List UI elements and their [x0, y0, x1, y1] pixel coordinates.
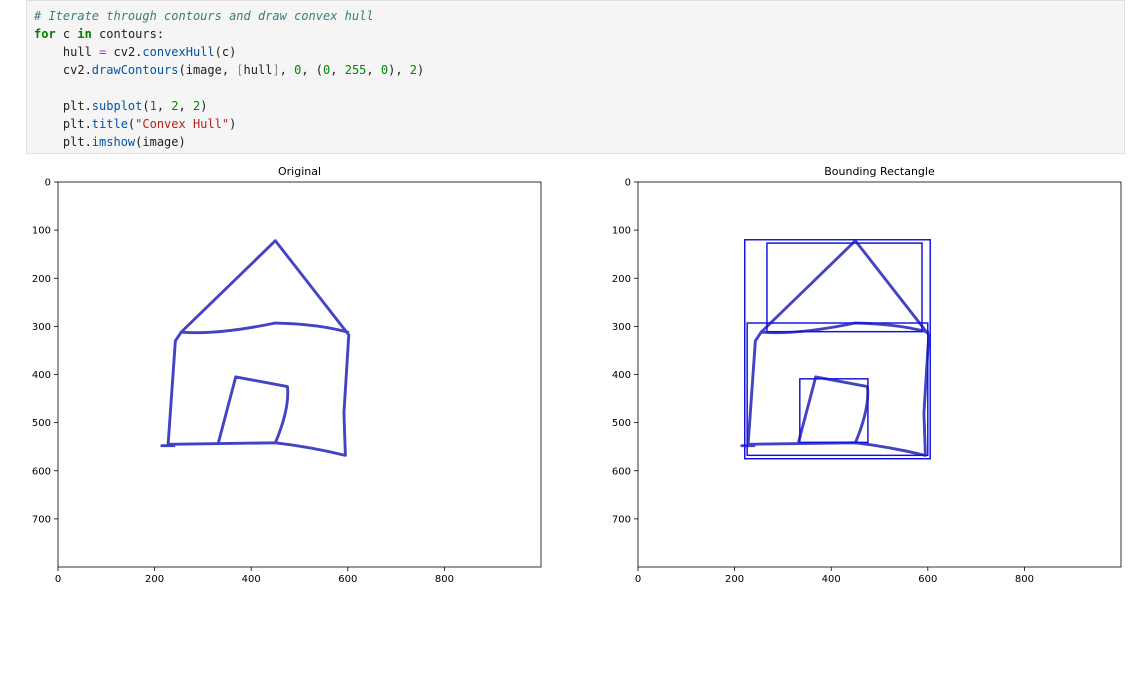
code-token: 255 — [344, 63, 367, 77]
y-tick-label: 100 — [612, 226, 631, 237]
code-token: ] — [272, 63, 280, 77]
y-tick-label: 400 — [32, 370, 51, 381]
y-tick-label: 500 — [612, 418, 631, 429]
code-token: , — [330, 63, 345, 77]
code-token: , ( — [301, 63, 324, 77]
code-token: plt. — [34, 117, 92, 131]
y-tick-label: 100 — [32, 226, 51, 237]
code-line: for c in contours: — [34, 25, 1124, 43]
code-line: plt.title("Convex Hull") — [34, 115, 1124, 133]
code-token: plt. — [34, 99, 92, 113]
code-token: 0 — [294, 63, 302, 77]
code-token: [ — [236, 63, 244, 77]
x-tick-label: 200 — [145, 574, 164, 585]
axes-frame — [57, 181, 542, 568]
code-token: title — [91, 117, 128, 131]
code-cell[interactable]: # Iterate through contours and draw conv… — [26, 0, 1125, 154]
code-token: ) — [229, 117, 237, 131]
code-token: (image, — [178, 63, 237, 77]
code-token: 0 — [380, 63, 389, 77]
code-token: ) — [200, 99, 208, 113]
code-token: c — [55, 27, 78, 41]
code-token: , — [156, 99, 172, 113]
y-tick-label: 300 — [32, 322, 51, 333]
code-token: ) — [417, 63, 425, 77]
y-tick-label: 200 — [612, 274, 631, 285]
code-token: convexHull — [142, 45, 215, 59]
code-token: cv2. — [106, 45, 143, 59]
y-tick-label: 400 — [612, 370, 631, 381]
x-tick-label: 400 — [242, 574, 261, 585]
subplot-title: Bounding Rectangle — [824, 165, 935, 178]
code-token: in — [77, 27, 92, 41]
y-tick-label: 200 — [32, 274, 51, 285]
code-line: cv2.drawContours(image, [hull], 0, (0, 2… — [34, 61, 1124, 79]
x-tick-label: 600 — [338, 574, 357, 585]
code-token: subplot — [91, 99, 143, 113]
x-tick-label: 0 — [55, 574, 61, 585]
code-token: hull — [34, 45, 100, 59]
code-line: # Iterate through contours and draw conv… — [34, 7, 1124, 25]
y-tick-label: 700 — [32, 514, 51, 525]
code-token: "Convex Hull" — [135, 117, 230, 131]
code-token: # Iterate through contours and draw conv… — [34, 9, 374, 23]
code-token: 2 — [192, 99, 201, 113]
x-tick-label: 600 — [918, 574, 937, 585]
x-tick-label: 800 — [435, 574, 454, 585]
y-tick-label: 0 — [625, 178, 631, 189]
code-token: hull — [243, 63, 273, 77]
code-line: plt.subplot(1, 2, 2) — [34, 97, 1124, 115]
code-token: 2 — [171, 99, 179, 113]
code-token: 1 — [149, 99, 157, 113]
code-token: (image) — [135, 135, 186, 149]
code-token: (c) — [214, 45, 237, 59]
code-token: ( — [142, 99, 150, 113]
code-token: , — [279, 63, 295, 77]
y-tick-label: 500 — [32, 418, 51, 429]
code-token: imshow — [91, 135, 136, 149]
code-token: 0 — [323, 63, 331, 77]
code-token: plt. — [34, 135, 92, 149]
y-tick-label: 0 — [45, 178, 51, 189]
image-bounding — [740, 239, 931, 460]
y-tick-label: 300 — [612, 322, 631, 333]
x-tick-label: 0 — [635, 574, 641, 585]
code-token: = — [99, 45, 107, 59]
code-token: ( — [127, 117, 136, 131]
code-token: drawContours — [91, 63, 179, 77]
y-tick-label: 700 — [612, 514, 631, 525]
code-token: cv2. — [34, 63, 92, 77]
code-token: 2 — [409, 63, 418, 77]
code-token: , — [178, 99, 193, 113]
y-tick-label: 600 — [612, 466, 631, 477]
code-token: contours: — [91, 27, 165, 41]
code-line: hull = cv2.convexHull(c) — [34, 43, 1124, 61]
x-tick-label: 800 — [1015, 574, 1034, 585]
code-token: , — [366, 63, 381, 77]
code-token: ), — [388, 63, 410, 77]
x-tick-label: 200 — [725, 574, 744, 585]
subplot-title: Original — [278, 165, 321, 178]
code-line: plt.imshow(image) — [34, 133, 1124, 151]
image-original — [160, 239, 351, 457]
y-tick-label: 600 — [32, 466, 51, 477]
x-tick-label: 400 — [822, 574, 841, 585]
code-token: for — [34, 27, 56, 41]
